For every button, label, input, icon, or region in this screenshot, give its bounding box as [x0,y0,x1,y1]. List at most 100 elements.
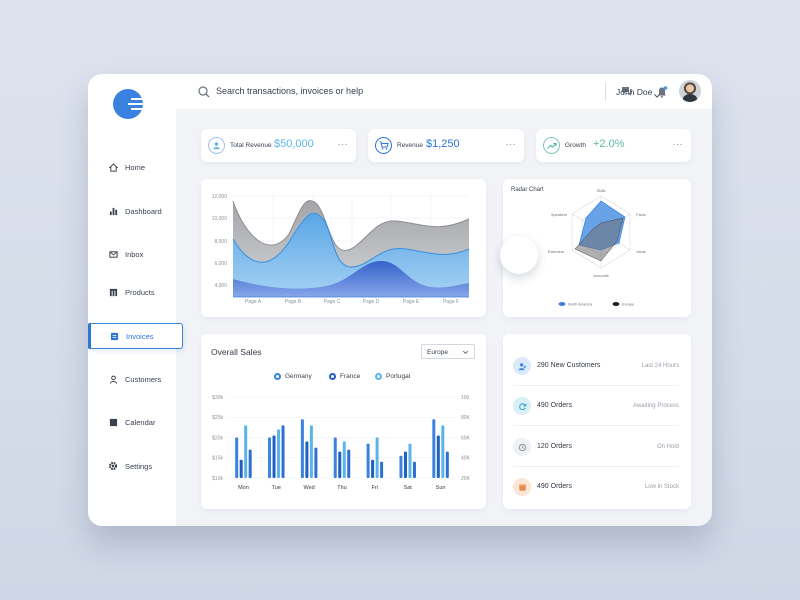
clock-icon [513,438,531,456]
bar[interactable] [412,461,416,478]
legend-swatch [612,302,620,306]
bar[interactable] [248,449,252,478]
bar[interactable] [281,425,285,478]
sidebar-item-inbox[interactable]: Inbox [88,241,183,267]
bell-icon[interactable] [656,85,668,103]
legend-label: North America [568,303,593,307]
radar-axis-label: Speakers [551,213,567,217]
bar[interactable] [244,425,248,478]
region-select[interactable]: Europe [421,344,475,359]
legend-label: Portugal [386,373,411,380]
bar[interactable] [375,437,379,479]
legend-france[interactable]: France [329,373,360,380]
sidebar-item-settings[interactable]: Settings [88,453,183,479]
bar[interactable] [268,437,272,479]
bar[interactable] [408,443,412,478]
y-tick-label: 10,000 [212,216,228,222]
y-tick-label: 20K [461,476,471,482]
bar[interactable] [436,435,440,478]
store-icon [108,287,118,297]
bar[interactable] [380,461,384,478]
y-tick-label: 40K [461,456,471,462]
bar[interactable] [342,441,346,478]
x-tick-label: Page A [245,299,262,305]
radar-axis-label: Skills [597,189,606,193]
list-item[interactable]: 290 New Customers Last 24 Hours [513,346,679,386]
bar[interactable] [300,419,304,478]
radar-axis-label: Ideas [636,250,645,254]
legend-portugal[interactable]: Portugal [375,373,410,380]
box-icon [513,478,531,496]
bar[interactable] [272,435,276,478]
sales-title: Overall Sales [211,347,262,357]
legend-label: Europe [622,303,634,307]
x-tick-label: Page C [324,299,341,305]
y-tick-label: 12,000 [212,194,228,200]
bar[interactable] [366,443,370,478]
invoice-icon [109,331,119,341]
activity-status: Awaiting Process [633,403,679,409]
bar[interactable] [441,425,445,478]
bar[interactable] [314,447,318,478]
y-tick-label: 60K [461,435,471,441]
legend-germany[interactable]: Germany [274,373,312,380]
trend-up-icon [543,137,560,154]
app-window: Home Dashboard Inbox Products Invoices [88,74,712,526]
bar[interactable] [445,451,449,478]
more-icon[interactable]: ··· [337,139,348,149]
y-tick-label: 100 [461,395,470,401]
x-tick-label: Page F [443,299,459,305]
chat-icon[interactable] [620,85,633,103]
y-tick-label: $20k [212,435,223,441]
sidebar-item-label: Invoices [126,331,154,341]
search-input[interactable] [216,84,466,98]
sidebar-item-home[interactable]: Home [88,154,183,180]
legend-label: Germany [285,373,312,380]
bar[interactable] [371,459,375,478]
sidebar-item-products[interactable]: Products [88,279,183,305]
avatar[interactable] [679,80,701,102]
bar[interactable] [277,429,281,478]
y-tick-label: $15k [212,456,223,462]
bar[interactable] [399,455,403,478]
legend-swatch [375,373,382,380]
bar[interactable] [403,451,407,478]
more-icon[interactable]: ··· [505,139,516,149]
radar-axis-label: Accounts [593,274,609,278]
sidebar-item-calendar[interactable]: Calendar [88,409,183,435]
x-tick-label: Mon [238,485,249,491]
bar[interactable] [347,449,351,478]
stat-value: $50,000 [274,138,314,150]
refresh-icon [513,397,531,415]
sidebar-item-dashboard[interactable]: Dashboard [88,198,183,224]
stat-label: Revenue [397,142,424,149]
bar[interactable] [305,441,309,478]
sidebar-item-customers[interactable]: Customers [88,366,183,392]
legend-label: France [340,373,361,380]
bar[interactable] [338,451,342,478]
chevron-down-icon[interactable] [653,87,661,105]
activity-title: 490 Orders [537,483,573,490]
y-tick-label: 8,000 [214,239,227,245]
list-item[interactable]: 490 Orders Awaiting Process [513,386,679,426]
bar[interactable] [309,425,313,478]
bar[interactable] [432,419,436,478]
list-item[interactable]: 490 Orders Low in Stock [513,467,679,507]
y-tick-label: $25k [212,415,223,421]
bar[interactable] [333,437,337,479]
region-select-value: Europe [427,349,448,356]
bar-chart-icon [108,206,118,216]
bar[interactable] [235,437,239,479]
sales-bar-chart: $30k $25k $20k $15k $10k 100 80K 60K 40K 20K Mon… [212,395,471,491]
list-item[interactable]: 120 Orders On Hold [513,427,679,467]
user-name[interactable]: John Doe [616,87,653,97]
bar[interactable] [239,459,243,478]
activity-title: 490 Orders [537,402,573,409]
y-tick-label: 4,000 [214,283,227,289]
more-icon[interactable]: ··· [672,139,683,149]
x-tick-label: Page B [285,299,302,305]
area-chart-card: 12,000 10,000 8,000 6,000 4,000 Page A P… [201,179,486,317]
calendar-icon [108,417,118,427]
floating-action-button[interactable] [500,236,538,274]
sidebar-item-invoices[interactable]: Invoices [88,323,183,349]
